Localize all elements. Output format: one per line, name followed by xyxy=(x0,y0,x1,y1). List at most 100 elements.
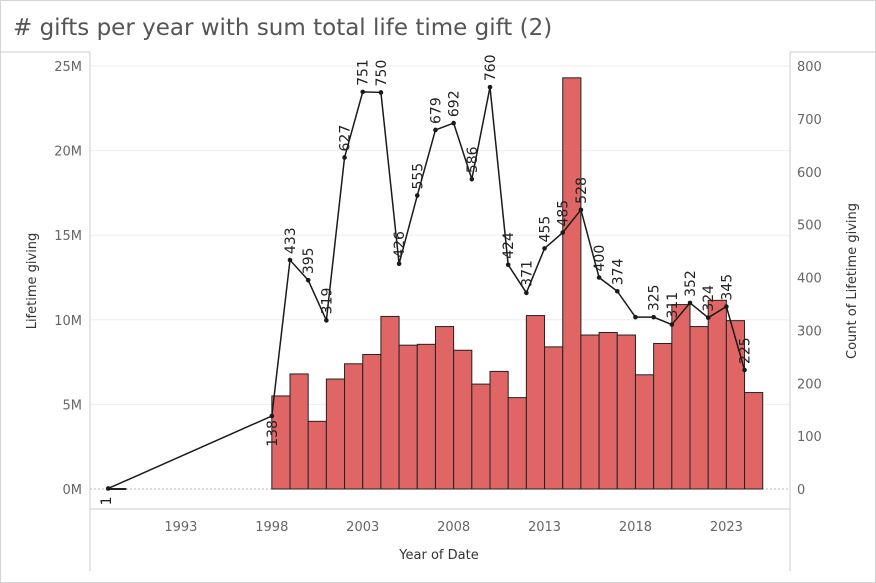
bar xyxy=(507,397,527,490)
line-point xyxy=(469,176,475,182)
bar xyxy=(307,420,327,490)
data-label: 1 xyxy=(99,496,115,505)
data-label: 371 xyxy=(519,260,535,287)
data-label: 395 xyxy=(301,247,317,274)
line-point xyxy=(287,257,293,263)
bar xyxy=(471,383,491,490)
data-label: 485 xyxy=(556,200,572,227)
y2-tick-label: 100 xyxy=(797,430,822,445)
y2-tick-label: 500 xyxy=(797,219,822,234)
line-point xyxy=(687,300,693,306)
line-point xyxy=(433,127,438,133)
line-point xyxy=(633,314,638,320)
line-point xyxy=(324,318,329,323)
bar xyxy=(671,304,691,490)
bar xyxy=(325,378,346,490)
y-tick-label: 0M xyxy=(63,483,83,498)
data-label: 760 xyxy=(483,54,499,81)
y-tick-label: 5M xyxy=(63,398,83,413)
line-point xyxy=(596,275,602,280)
y2-tick-label: 400 xyxy=(797,272,822,287)
line-point xyxy=(524,290,529,296)
bar xyxy=(380,315,400,490)
line-point xyxy=(414,193,420,198)
data-label: 528 xyxy=(574,177,590,204)
line-series xyxy=(105,84,747,491)
y-tick-label: 15M xyxy=(54,229,82,244)
y2-tick-label: 200 xyxy=(797,377,822,392)
data-label: 555 xyxy=(410,163,426,190)
line-point xyxy=(578,207,584,213)
bar xyxy=(707,299,727,490)
y-tick-label: 20M xyxy=(54,145,82,160)
bar xyxy=(689,326,709,490)
bar-series xyxy=(108,77,764,490)
data-label: 225 xyxy=(738,337,754,364)
bar xyxy=(489,370,509,490)
y2-tick-label: 600 xyxy=(797,166,822,181)
data-label: 324 xyxy=(701,285,717,312)
data-label: 586 xyxy=(465,146,481,173)
data-label: 345 xyxy=(719,274,735,301)
x-tick-label: 2013 xyxy=(528,520,561,535)
line-point xyxy=(724,304,729,309)
x-tick-label: 1993 xyxy=(164,520,197,535)
line-point xyxy=(505,262,511,268)
bar xyxy=(289,373,309,490)
line-point xyxy=(487,84,493,90)
data-label: 352 xyxy=(683,270,699,297)
bar xyxy=(616,334,636,490)
y2-tick-label: 0 xyxy=(797,483,805,498)
line-point xyxy=(669,322,675,327)
y2-tick-label: 700 xyxy=(797,113,822,128)
y-axis-title: Lifetime giving xyxy=(25,233,40,330)
chart-title: # gifts per year with sum total life tim… xyxy=(13,15,553,41)
bar xyxy=(344,363,364,490)
bar xyxy=(562,77,582,490)
bar xyxy=(598,331,618,490)
line-point xyxy=(396,261,402,267)
data-label: 750 xyxy=(374,60,390,87)
line-point xyxy=(614,288,620,294)
y2-axis-title: Count of Lifetime giving xyxy=(845,203,860,359)
line-point xyxy=(378,90,384,95)
line-point xyxy=(542,246,547,251)
count-line xyxy=(107,87,746,490)
bar xyxy=(362,353,382,490)
bar xyxy=(398,344,418,490)
line-point xyxy=(105,486,111,491)
line-point xyxy=(742,367,747,373)
axes: 0M 5M 10M 15M 20M 25M 0 100 200 300 400 500 600 700 80… xyxy=(0,51,876,571)
data-label: 319 xyxy=(319,288,335,315)
line-point xyxy=(269,413,275,419)
bar xyxy=(434,326,455,490)
data-label: 400 xyxy=(592,245,608,272)
bar xyxy=(653,342,673,490)
data-label: 138 xyxy=(265,420,281,447)
data-label: 679 xyxy=(428,97,444,124)
line-point xyxy=(342,155,347,160)
data-label: 692 xyxy=(447,90,463,117)
bar xyxy=(580,334,600,490)
bar xyxy=(525,315,546,490)
bar xyxy=(453,349,473,490)
y2-tick-label: 800 xyxy=(797,60,822,75)
bar xyxy=(416,343,436,490)
data-label: 374 xyxy=(610,258,626,285)
bar xyxy=(544,346,564,490)
data-label: 751 xyxy=(356,59,372,86)
data-label: 325 xyxy=(647,284,663,311)
x-tick-label: 2023 xyxy=(710,520,743,535)
data-label: 433 xyxy=(283,227,299,254)
line-point xyxy=(451,120,456,126)
x-tick-label: 2003 xyxy=(346,520,379,535)
data-label: 426 xyxy=(392,231,408,258)
bar xyxy=(744,392,764,490)
data-label: 627 xyxy=(338,125,354,152)
x-tick-label: 2018 xyxy=(619,520,652,535)
x-tick-label: 2008 xyxy=(437,520,470,535)
y2-tick-label: 300 xyxy=(797,324,822,339)
line-point xyxy=(705,315,711,320)
